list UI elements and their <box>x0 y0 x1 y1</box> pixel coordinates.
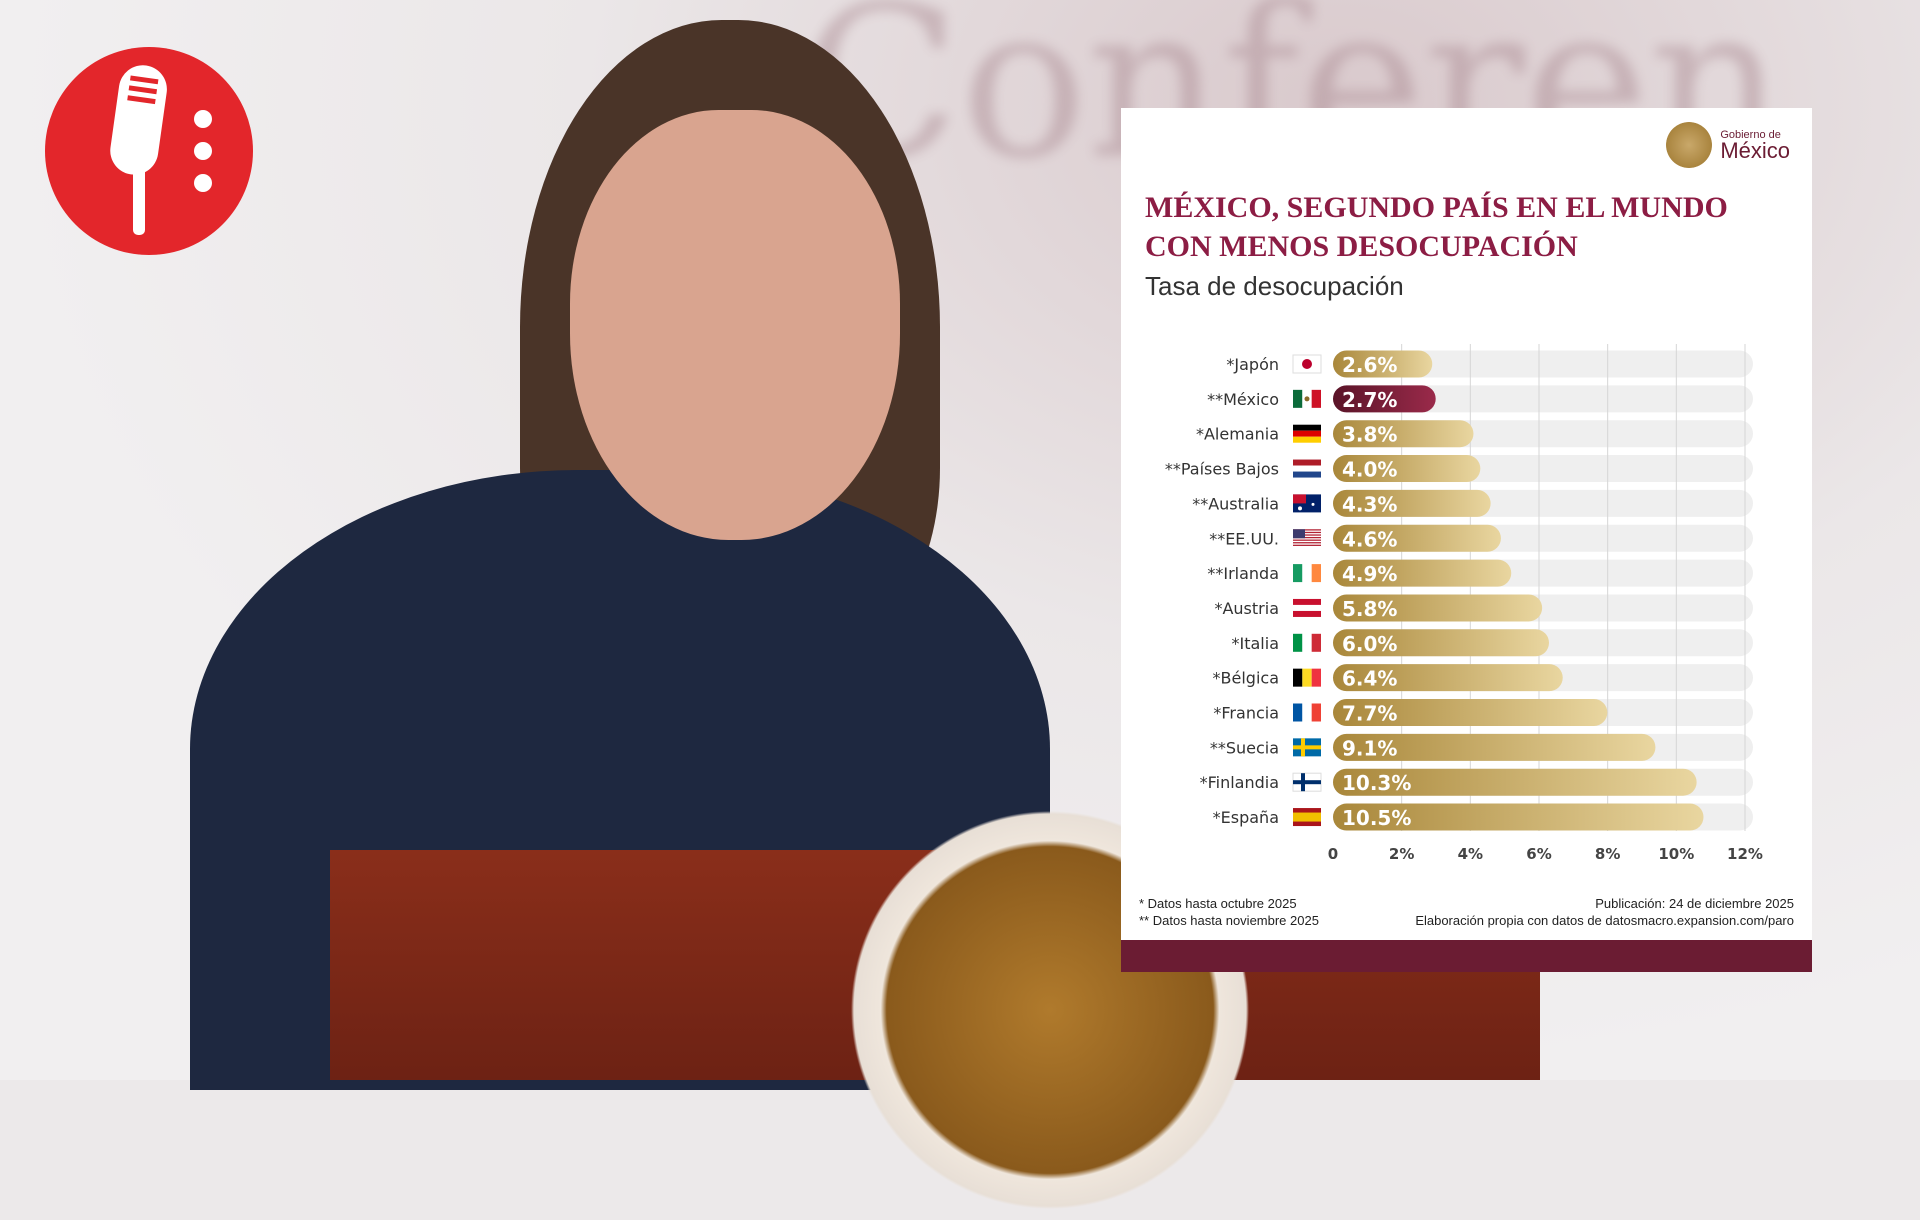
flag-mx-icon <box>1293 389 1321 408</box>
gobierno-de-mexico-logo: Gobierno de México <box>1666 122 1790 168</box>
category-label: **México <box>1207 390 1279 409</box>
flag-nl-icon <box>1293 459 1321 478</box>
category-label: **Irlanda <box>1207 564 1279 583</box>
bar <box>1333 350 1433 378</box>
flag-au-icon <box>1293 494 1321 513</box>
flag-fi-icon <box>1292 772 1322 792</box>
category-label: *Finlandia <box>1200 773 1279 792</box>
flag-be-icon <box>1293 668 1321 687</box>
category-label: **Países Bajos <box>1165 460 1279 479</box>
category-label: *Alemania <box>1196 425 1279 444</box>
bar-track <box>1333 385 1753 413</box>
category-label: *Austria <box>1214 599 1279 618</box>
bar <box>1333 594 1543 622</box>
x-tick-label: 6% <box>1526 845 1551 863</box>
bar <box>1333 699 1608 726</box>
bar-chart: 2.6% *Japón 2.7% **México 3.8% *Alemania 4.0% *… <box>1165 344 1763 863</box>
source-info: Publicación: 24 de diciembre 2025 Elabor… <box>1415 895 1794 929</box>
category-label: *Japón <box>1226 355 1279 374</box>
flag-es-icon <box>1293 808 1321 827</box>
data-label: 9.1% <box>1342 736 1397 760</box>
data-label: 7.7% <box>1342 702 1397 726</box>
flag-at-icon <box>1293 598 1321 617</box>
bar <box>1333 629 1549 657</box>
category-label: *Bélgica <box>1213 669 1279 688</box>
national-emblem-icon <box>1666 122 1713 168</box>
x-tick-label: 2% <box>1389 845 1414 863</box>
category-label: *España <box>1213 808 1279 827</box>
data-label: 6.4% <box>1342 667 1397 691</box>
category-label: **Australia <box>1192 494 1279 513</box>
footer-notes: * Datos hasta octubre 2025 ** Datos hast… <box>1139 895 1794 929</box>
infographic-card: Gobierno de México MÉXICO, SEGUNDO PAÍS … <box>1121 108 1812 972</box>
category-label: **EE.UU. <box>1209 529 1279 548</box>
data-label: 2.6% <box>1342 353 1397 377</box>
data-label: 10.5% <box>1342 806 1411 830</box>
data-label: 6.0% <box>1342 632 1397 656</box>
category-label: *Italia <box>1232 634 1280 653</box>
chart-title: MÉXICO, SEGUNDO PAÍS EN EL MUNDO CON MEN… <box>1145 191 1728 263</box>
flag-ie-icon <box>1293 564 1321 583</box>
microphone-icon <box>45 47 253 255</box>
publication-date: Publicación: 24 de diciembre 2025 <box>1595 896 1794 911</box>
flag-se-icon <box>1293 738 1321 757</box>
data-label: 2.7% <box>1342 388 1397 412</box>
data-label: 4.0% <box>1342 458 1397 482</box>
gov-logo-line1: Gobierno de <box>1720 129 1781 141</box>
bar <box>1333 768 1697 796</box>
bar <box>1333 455 1481 483</box>
flag-it-icon <box>1293 633 1321 652</box>
footer-band <box>1121 940 1812 972</box>
data-label: 4.6% <box>1342 527 1397 551</box>
bar <box>1333 524 1501 552</box>
flag-us-icon <box>1293 529 1321 546</box>
x-tick-label: 10% <box>1658 845 1694 863</box>
data-label: 4.9% <box>1342 562 1397 586</box>
x-tick-label: 8% <box>1595 845 1620 863</box>
flag-fr-icon <box>1293 703 1321 722</box>
data-label: 5.8% <box>1342 597 1397 621</box>
bar <box>1333 803 1704 831</box>
bar <box>1333 489 1491 517</box>
footnotes: * Datos hasta octubre 2025 ** Datos hast… <box>1139 895 1319 929</box>
chart-heading: MÉXICO, SEGUNDO PAÍS EN EL MUNDO CON MEN… <box>1145 188 1795 302</box>
bar-track <box>1333 350 1753 378</box>
category-label: *Francia <box>1213 704 1279 723</box>
bar <box>1333 385 1436 413</box>
bar <box>1333 420 1474 448</box>
bar <box>1333 559 1512 587</box>
speaker-face <box>570 110 900 540</box>
bar <box>1333 664 1563 692</box>
bar <box>1333 733 1656 761</box>
footnote-1: * Datos hasta octubre 2025 <box>1139 896 1297 911</box>
chart-subtitle: Tasa de desocupación <box>1145 271 1404 301</box>
data-source: Elaboración propia con datos de datosmac… <box>1415 913 1794 928</box>
data-label: 4.3% <box>1342 492 1397 516</box>
x-tick-label: 4% <box>1458 845 1483 863</box>
category-label: **Suecia <box>1210 738 1279 757</box>
data-label: 10.3% <box>1342 771 1411 795</box>
data-label: 3.8% <box>1342 423 1397 447</box>
footnote-2: ** Datos hasta noviembre 2025 <box>1139 913 1319 928</box>
flag-jp-icon <box>1292 354 1322 374</box>
x-tick-label: 0 <box>1328 845 1338 863</box>
x-tick-label: 12% <box>1727 845 1763 863</box>
flag-de-icon <box>1293 424 1321 443</box>
gov-logo-line2: México <box>1720 138 1790 163</box>
